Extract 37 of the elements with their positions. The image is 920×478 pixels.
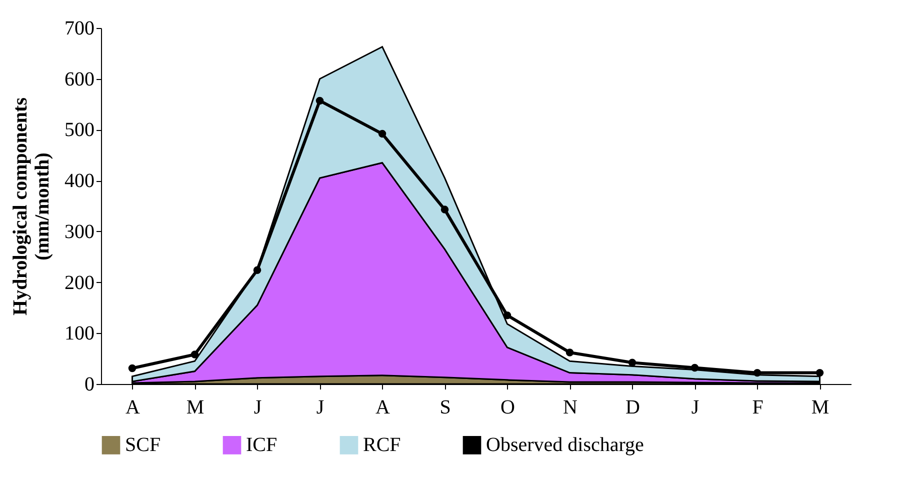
y-tick-label: 200 [64, 272, 94, 294]
y-tick-label: 300 [64, 220, 94, 243]
legend-label: RCF [363, 434, 401, 456]
point [440, 206, 449, 214]
point [128, 364, 136, 372]
point [566, 348, 574, 356]
point [628, 358, 636, 367]
x-tick-label: J [691, 396, 700, 418]
point [190, 350, 199, 358]
legend-label: ICF [246, 434, 278, 456]
y-tick-label: 400 [64, 170, 94, 192]
point [690, 364, 699, 372]
x-tick-label: J [254, 396, 262, 418]
y-tick-label: 500 [64, 119, 94, 142]
point [253, 266, 262, 274]
legend-label: Observed discharge [486, 434, 644, 456]
x-tick-label: J [316, 396, 324, 418]
x-tick-label: S [440, 396, 451, 418]
y-tick-label: 0 [84, 374, 94, 396]
point [503, 311, 512, 320]
point [316, 96, 324, 105]
y-axis-title: Hydrological components (mm/month) [10, 97, 54, 316]
point [753, 368, 762, 377]
x-tick-label: F [752, 396, 764, 418]
x-tick-label: A [376, 396, 391, 418]
x-tick-label: N [563, 396, 578, 418]
x-tick-label: M [186, 396, 204, 418]
y-tick-label: 700 [64, 18, 94, 40]
x-tick-label: O [500, 396, 515, 418]
legend-label: SCF [125, 434, 161, 456]
x-tick-label: A [126, 396, 141, 418]
point [378, 130, 386, 138]
y-tick-label: 100 [64, 322, 94, 345]
x-tick-label: D [626, 396, 640, 418]
y-tick-label: 600 [64, 68, 94, 90]
point [816, 368, 824, 377]
x-tick-label: M [811, 396, 830, 418]
